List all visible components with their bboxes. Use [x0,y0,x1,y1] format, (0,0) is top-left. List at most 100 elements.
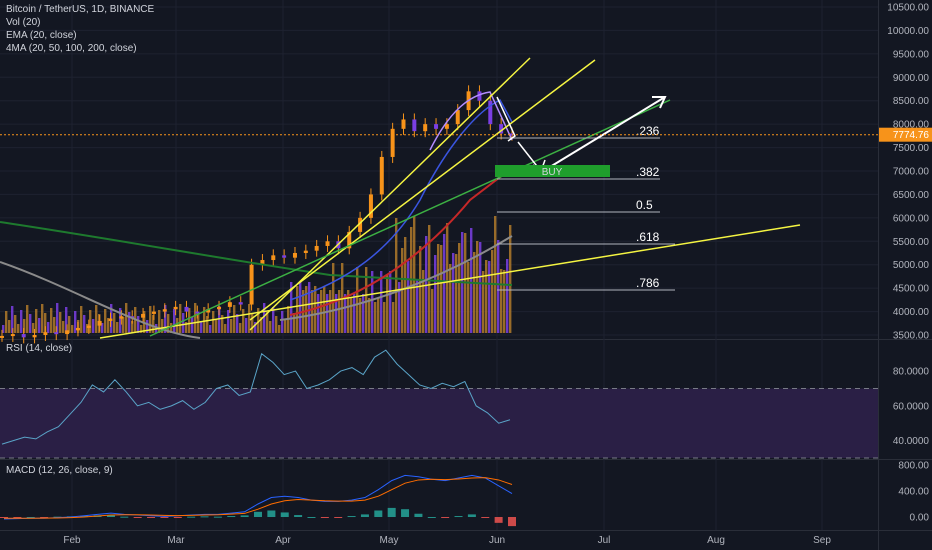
volume-bar [263,303,266,333]
macd-hist-bar [40,517,49,518]
volume-bar [200,321,203,333]
candle-body [108,318,113,321]
volume-bar [449,264,452,333]
volume-bar [158,310,161,333]
candle-body [0,335,4,338]
candle-body [75,327,80,331]
candle-body [184,306,189,312]
volume-bar [326,294,329,333]
macd-hist-bar [454,516,463,518]
macd-hist-bar [0,517,8,518]
volume-bar [248,304,251,333]
rsi-tick-label: 80.0000 [893,367,930,378]
volume-bar [476,241,479,333]
volume-bar [137,316,140,333]
candle-body [282,255,287,258]
volume-bar [53,317,56,333]
macd-hist-bar [254,511,262,517]
macd-hist-bar [427,517,436,518]
volume-bar [386,275,389,333]
macd-hist-bar [387,507,396,517]
volume-bar [41,304,44,333]
volume-bar [11,306,14,333]
price-tick-label: 9500.00 [893,49,930,60]
volume-bar [125,303,128,333]
volume-bar [203,307,206,333]
volume-bar [224,324,227,333]
macd-hist-bar [360,514,369,517]
volume-bar [152,315,155,333]
volume-bar [392,302,395,333]
volume-bar [47,322,50,333]
volume-bar [251,313,254,333]
volume-bar [230,319,233,333]
macd-line [3,474,513,520]
arrow-up [544,96,666,171]
volume-bar [368,298,371,333]
macd-hist-bar [374,510,383,517]
volume-bar [431,289,434,333]
buy-label: BUY [542,167,563,178]
volume-bar [56,303,59,333]
volume-bar [113,313,116,333]
candle-body [249,264,254,305]
volume-bar [443,234,446,333]
price-tick-label: 7500.00 [893,143,930,154]
candle-body [260,260,265,265]
macd-hist-bar [267,510,276,517]
candle-body [325,241,330,246]
macd-hist-bar [187,516,196,518]
price-tick-label: 8500.00 [893,96,930,107]
volume-bar [365,267,368,333]
volume-bar [50,308,53,333]
volume-bar [491,250,494,333]
candle-body [477,91,482,101]
candle-body [10,334,15,337]
candle-body [238,302,243,305]
macd-hist-bar [307,517,316,518]
macd-tick-label: 0.00 [910,513,930,524]
volume-bar [116,322,119,333]
volume-bar [503,270,506,333]
volume-bar [437,244,440,333]
volume-bar [296,286,299,333]
volume-bar [95,305,98,333]
volume-bar [242,309,245,333]
volume-bar [377,298,380,333]
volume-bar [284,320,287,333]
volume-bar [509,225,512,333]
macd-hist-bar [294,515,303,517]
macd-hist-bar [240,515,249,517]
volume-bar [185,322,188,333]
volume-bar [44,313,47,333]
time-tick-label: Jun [489,535,505,546]
volume-bar [110,304,113,333]
volume-bar [359,298,362,333]
macd-hist-bar [227,516,236,518]
volume-bar [506,259,509,333]
macd-hist-bar [320,517,329,518]
volume-bar [173,309,176,333]
candle-body [151,311,156,314]
volume-bar [236,314,239,333]
price-tick-label: 4500.00 [893,284,930,295]
candle-body [292,253,297,258]
time-tick-label: Mar [167,535,185,546]
macd-hist-bar [401,509,410,517]
volume-bar [332,263,335,333]
volume-bar [227,310,230,333]
volume-bar [398,282,401,333]
price-candles [0,85,514,344]
candle-body [358,217,363,232]
volume-bar [80,306,83,333]
volume-bar [452,253,455,333]
volume-bar [479,242,482,333]
rsi-band [0,388,878,458]
volume-bar [395,218,398,333]
volume-bar [131,321,134,333]
macd-tick-label: 400.00 [898,487,929,498]
volume-bar [23,319,26,333]
candle-body [423,124,428,132]
volume-bar [221,315,224,333]
